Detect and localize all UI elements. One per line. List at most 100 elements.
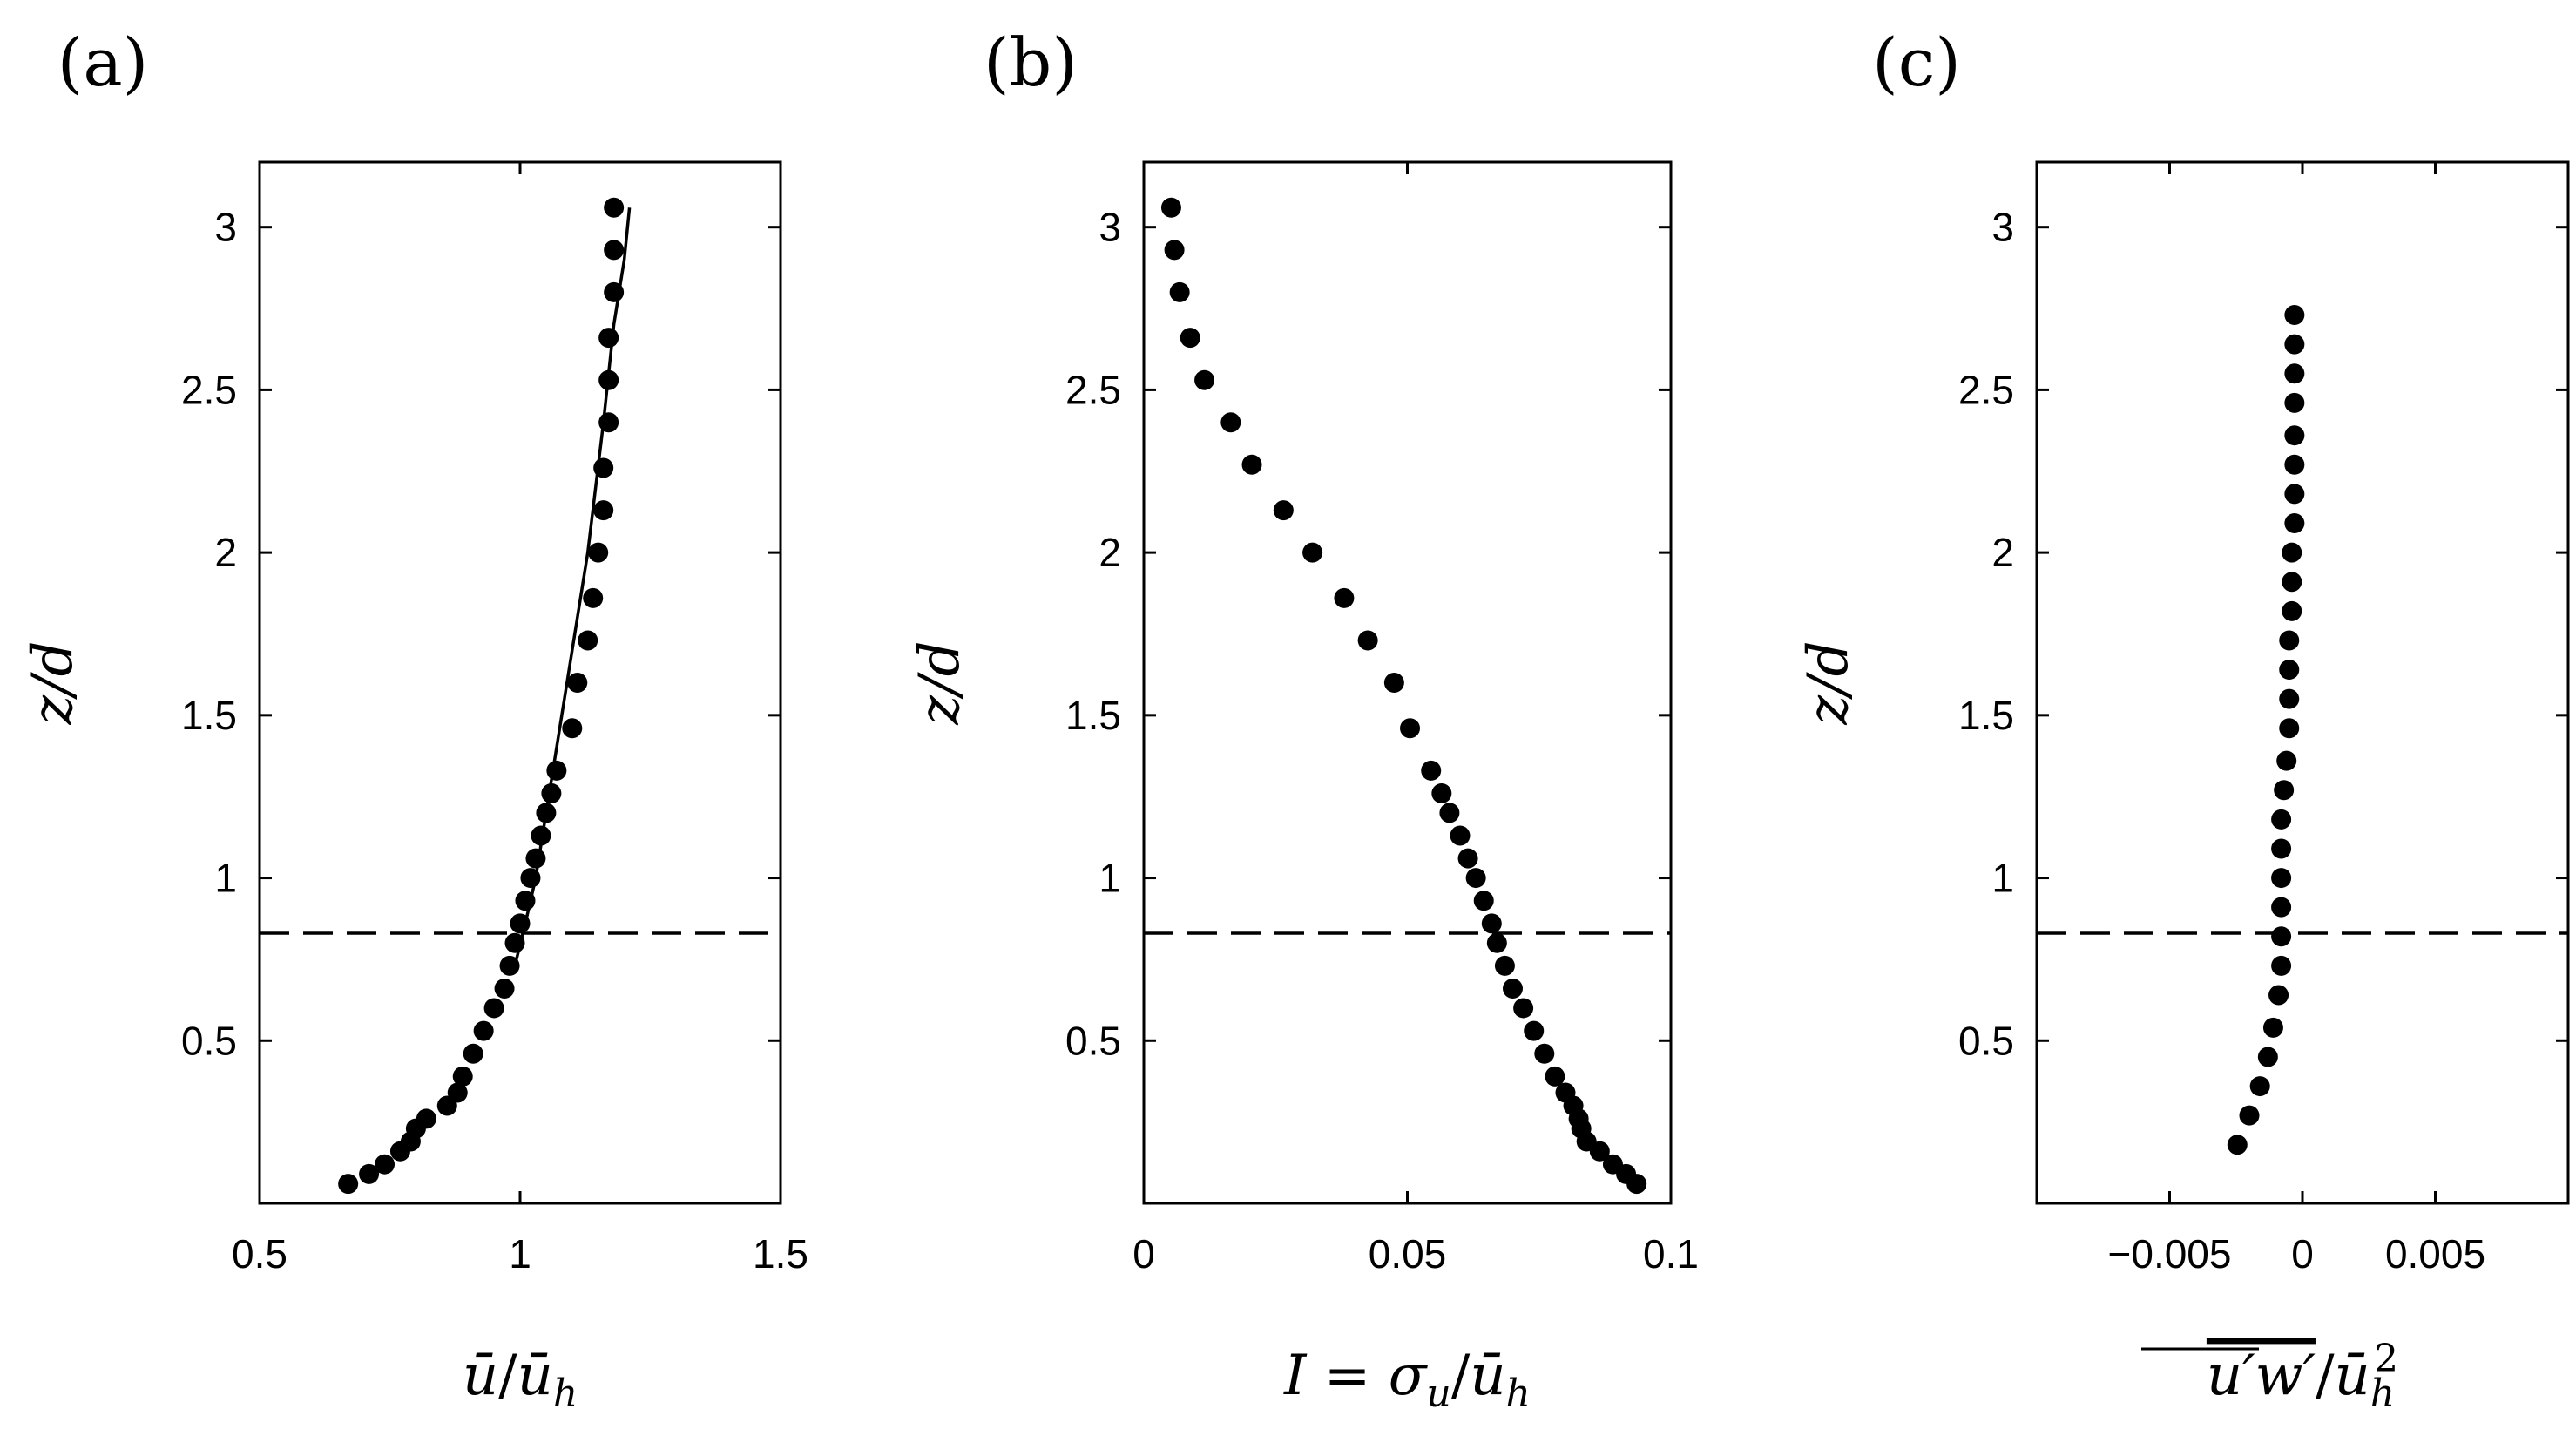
data-point	[1457, 848, 1478, 869]
data-point	[1273, 500, 1294, 521]
y-tick-label: 0.5	[181, 1018, 237, 1063]
data-point	[463, 1043, 483, 1064]
data-point	[1481, 913, 1502, 934]
data-point	[1164, 240, 1185, 261]
y-axis-label: z/d	[21, 640, 85, 725]
data-point	[567, 673, 588, 693]
data-point	[2271, 955, 2292, 976]
y-tick-label: 3	[214, 205, 237, 250]
data-point	[2284, 392, 2305, 413]
data-point	[2276, 750, 2297, 771]
data-point	[588, 542, 609, 563]
data-point	[604, 240, 625, 261]
panel-label: (b)	[984, 24, 1078, 101]
data-point	[447, 1082, 468, 1103]
data-point	[2279, 630, 2300, 651]
y-tick-label: 1	[214, 856, 237, 901]
data-point	[2282, 572, 2302, 593]
data-point	[1473, 891, 1494, 911]
data-point	[1160, 197, 1181, 218]
axes-frame	[258, 160, 782, 1205]
data-point	[2284, 363, 2305, 384]
data-point	[2271, 897, 2292, 918]
data-point	[562, 718, 583, 739]
data-point	[578, 630, 598, 651]
data-point	[1169, 281, 1190, 302]
x-tick-label: 1	[509, 1231, 531, 1277]
data-point	[375, 1154, 396, 1175]
data-point	[2279, 660, 2300, 681]
x-tick-label: 0	[2291, 1231, 2314, 1277]
data-point	[2284, 334, 2305, 355]
x-axis-label: I = σu/ūh	[1283, 1344, 1531, 1416]
fit-line	[513, 207, 632, 966]
axes-frame	[1142, 160, 1673, 1205]
data-point	[1439, 803, 1460, 823]
data-point	[2284, 513, 2305, 534]
y-tick-label: 0.5	[1065, 1018, 1121, 1063]
data-point	[604, 197, 625, 218]
data-point	[1194, 369, 1215, 390]
data-point	[1465, 868, 1486, 889]
x-axis-label: u′w′/ūh2	[2207, 1337, 2398, 1416]
data-point	[546, 760, 567, 781]
data-point	[593, 500, 614, 521]
data-point	[416, 1108, 436, 1129]
data-point	[1524, 1020, 1545, 1041]
x-tick-label: 0.5	[232, 1231, 287, 1277]
data-point	[1494, 955, 1515, 976]
data-point	[1513, 998, 1534, 1019]
data-point	[1383, 673, 1404, 693]
data-point	[2279, 688, 2300, 709]
data-point	[2227, 1135, 2248, 1155]
x-axis-label: ū/ūh	[463, 1344, 578, 1416]
data-point	[2257, 1047, 2278, 1067]
y-tick-label: 1	[1991, 856, 2014, 901]
y-tick-label: 2.5	[1065, 367, 1121, 412]
y-tick-label: 1	[1099, 856, 1121, 901]
data-point	[583, 587, 604, 608]
data-point	[2271, 838, 2292, 859]
data-point	[1180, 328, 1200, 349]
data-point	[2274, 780, 2295, 801]
x-tick-label: 1.5	[753, 1231, 808, 1277]
y-tick-label: 3	[1099, 205, 1121, 250]
data-point	[1302, 542, 1323, 563]
data-point	[1450, 825, 1471, 846]
data-point	[1400, 718, 1421, 739]
panel-label: (c)	[1872, 24, 1961, 101]
y-tick-label: 2.5	[181, 367, 237, 412]
data-point	[1534, 1043, 1555, 1064]
data-point	[359, 1163, 380, 1184]
x-tick-label: 0.005	[2385, 1231, 2485, 1277]
y-tick-label: 3	[1991, 205, 2014, 250]
data-point	[2239, 1105, 2260, 1126]
data-point	[1241, 454, 1262, 475]
data-point	[2284, 454, 2305, 475]
chart-panel-b: (b) 0.5 1 1.5 2 2.5 3 0 0.05 0.1 z/d I = σu/ūh	[908, 24, 1699, 1416]
data-point	[1220, 412, 1241, 433]
data-point	[531, 825, 551, 846]
chart-panel-c: (c) 0.5 1 1.5 2 2.5 3 −0.005 0 0.005 z/d u′w′/ūh2	[1796, 24, 2570, 1416]
data-point	[2282, 542, 2302, 563]
y-tick-label: 1.5	[1958, 693, 2014, 738]
data-point	[541, 782, 562, 803]
y-axis-label: z/d	[1796, 640, 1861, 725]
data-point	[1503, 979, 1523, 999]
x-tick-label: 0	[1132, 1231, 1155, 1277]
x-tick-label: 0.05	[1369, 1231, 1447, 1277]
data-point	[1431, 782, 1452, 803]
data-point	[1626, 1174, 1647, 1195]
data-point	[483, 998, 504, 1019]
data-point	[1486, 932, 1507, 953]
data-point	[1357, 630, 1378, 651]
data-point	[494, 979, 515, 999]
data-point	[2268, 985, 2289, 1006]
data-point	[2262, 1017, 2283, 1038]
data-point	[2279, 718, 2300, 739]
y-tick-label: 2.5	[1958, 367, 2014, 412]
data-point	[452, 1066, 473, 1087]
data-point	[2282, 600, 2302, 621]
data-point	[1334, 587, 1355, 608]
